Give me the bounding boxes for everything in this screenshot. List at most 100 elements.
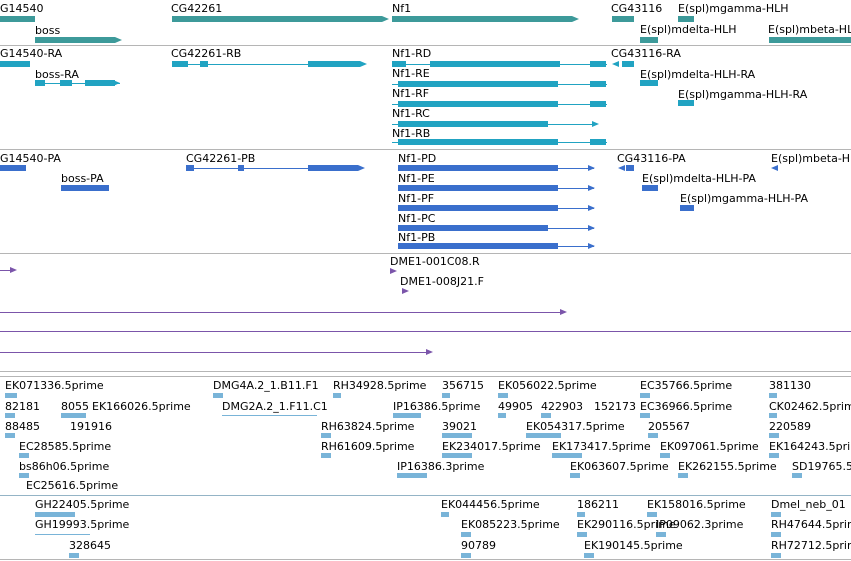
transcript-label[interactable]: E(spl)mgamma-HLH-RA <box>678 88 808 101</box>
est-glyph[interactable] <box>333 393 341 398</box>
protein-glyph[interactable] <box>0 165 26 171</box>
transcript-label[interactable]: Nf1-RB <box>392 127 431 140</box>
exon-glyph[interactable] <box>398 101 558 107</box>
exon-glyph[interactable] <box>590 101 606 107</box>
est-label[interactable]: 39021 <box>442 420 477 433</box>
gene-glyph[interactable] <box>392 16 572 22</box>
est-label[interactable]: EK063607.5prime <box>570 460 669 473</box>
est-label[interactable]: EC28585.5prime <box>19 440 112 453</box>
exon-glyph[interactable] <box>200 61 208 67</box>
clone-line[interactable] <box>0 331 851 332</box>
exon-glyph[interactable] <box>678 100 694 106</box>
est-line[interactable] <box>222 415 317 416</box>
protein-glyph[interactable] <box>398 225 548 231</box>
protein-label[interactable]: CG43116-PA <box>617 152 686 165</box>
transcript-label[interactable]: Nf1-RC <box>392 107 430 120</box>
est-glyph[interactable] <box>442 393 450 398</box>
est-label[interactable]: EK085223.5prime <box>461 518 560 531</box>
exon-glyph[interactable] <box>640 80 658 86</box>
clone-line[interactable] <box>0 312 560 313</box>
est-label[interactable]: EK071336.5prime <box>5 379 104 392</box>
est-glyph[interactable] <box>5 433 15 438</box>
est-label[interactable]: EK173417.5prime <box>552 440 651 453</box>
clone-line[interactable] <box>0 352 426 353</box>
gene-label[interactable]: E(spl)mgamma-HLH <box>678 2 789 15</box>
exon-glyph[interactable] <box>308 61 360 67</box>
protein-label[interactable]: E(spl)mdelta-HLH-PA <box>642 172 756 185</box>
est-glyph[interactable] <box>577 512 585 517</box>
est-label[interactable]: 205567 <box>648 420 690 433</box>
est-glyph[interactable] <box>769 413 777 418</box>
gene-glyph[interactable] <box>0 16 35 22</box>
est-label[interactable]: RH34928.5prime <box>333 379 427 392</box>
protein-glyph[interactable] <box>642 185 658 191</box>
est-label[interactable]: EK044456.5prime <box>441 498 540 511</box>
est-label[interactable]: DMG4A.2_1.B11.F1 <box>213 379 319 392</box>
protein-glyph[interactable] <box>680 205 694 211</box>
est-glyph[interactable] <box>792 473 802 478</box>
est-glyph[interactable] <box>648 433 658 438</box>
est-label[interactable]: 186211 <box>577 498 619 511</box>
est-label[interactable]: 356715 <box>442 379 484 392</box>
exon-glyph[interactable] <box>398 81 558 87</box>
est-glyph[interactable] <box>640 413 650 418</box>
protein-label[interactable]: E(spl)mbeta-H <box>771 152 851 165</box>
est-label[interactable]: 82181 <box>5 400 40 413</box>
gene-label[interactable]: E(spl)mdelta-HLH <box>640 23 737 36</box>
est-label[interactable]: EK262155.5prime <box>678 460 777 473</box>
est-label[interactable]: IP16386.3prime <box>397 460 485 473</box>
clone-line[interactable] <box>0 270 10 271</box>
est-label[interactable]: 422903 <box>541 400 583 413</box>
est-label[interactable]: RH63824.5prime <box>321 420 415 433</box>
est-glyph[interactable] <box>461 553 471 558</box>
exon-glyph[interactable] <box>430 61 560 67</box>
est-glyph[interactable] <box>769 393 777 398</box>
est-label[interactable]: GH19993.5prime <box>35 518 130 531</box>
exon-glyph[interactable] <box>590 81 606 87</box>
transcript-label[interactable]: E(spl)mdelta-HLH-RA <box>640 68 756 81</box>
clone-label[interactable]: DME1-008J21.F <box>400 275 484 288</box>
est-label[interactable]: SD19765.5prime <box>792 460 851 473</box>
gene-glyph[interactable] <box>172 16 382 22</box>
protein-label[interactable]: G14540-PA <box>0 152 61 165</box>
exon-glyph[interactable] <box>398 121 548 127</box>
exon-glyph[interactable] <box>398 139 558 145</box>
est-glyph[interactable] <box>647 512 657 517</box>
est-glyph[interactable] <box>35 512 75 517</box>
protein-glyph[interactable] <box>61 185 109 191</box>
transcript-label[interactable]: Nf1-RE <box>392 67 430 80</box>
gene-label[interactable]: boss <box>35 24 61 37</box>
est-label[interactable]: RH47644.5prime <box>771 518 851 531</box>
est-glyph[interactable] <box>640 393 650 398</box>
est-label[interactable]: 220589 <box>769 420 811 433</box>
gene-label[interactable]: CG42261 <box>171 2 223 15</box>
est-glyph[interactable] <box>5 393 17 398</box>
gene-glyph[interactable] <box>769 37 851 43</box>
protein-glyph[interactable] <box>308 165 358 171</box>
est-glyph[interactable] <box>769 453 779 458</box>
est-glyph[interactable] <box>397 473 427 478</box>
est-glyph[interactable] <box>19 473 29 478</box>
exon-glyph[interactable] <box>622 61 634 67</box>
protein-label[interactable]: Nf1-PC <box>398 212 436 225</box>
est-glyph[interactable] <box>5 413 15 418</box>
exon-glyph[interactable] <box>60 80 72 86</box>
est-glyph[interactable] <box>441 512 449 517</box>
protein-label[interactable]: Nf1-PB <box>398 231 436 244</box>
gene-glyph[interactable] <box>640 37 658 43</box>
est-glyph[interactable] <box>660 453 670 458</box>
est-label[interactable]: Dmel_neb_01 <box>771 498 846 511</box>
est-glyph[interactable] <box>393 413 421 418</box>
protein-glyph[interactable] <box>398 185 558 191</box>
gene-glyph[interactable] <box>612 16 634 22</box>
exon-glyph[interactable] <box>392 61 406 67</box>
est-glyph[interactable] <box>771 532 781 537</box>
est-label[interactable]: EK290116.5prime <box>577 518 676 531</box>
transcript-label[interactable]: boss-RA <box>35 68 79 81</box>
est-glyph[interactable] <box>678 473 688 478</box>
est-glyph[interactable] <box>570 473 580 478</box>
est-glyph[interactable] <box>584 553 594 558</box>
protein-glyph[interactable] <box>398 243 558 249</box>
est-label[interactable]: EK097061.5prime <box>660 440 759 453</box>
est-glyph[interactable] <box>769 433 779 438</box>
